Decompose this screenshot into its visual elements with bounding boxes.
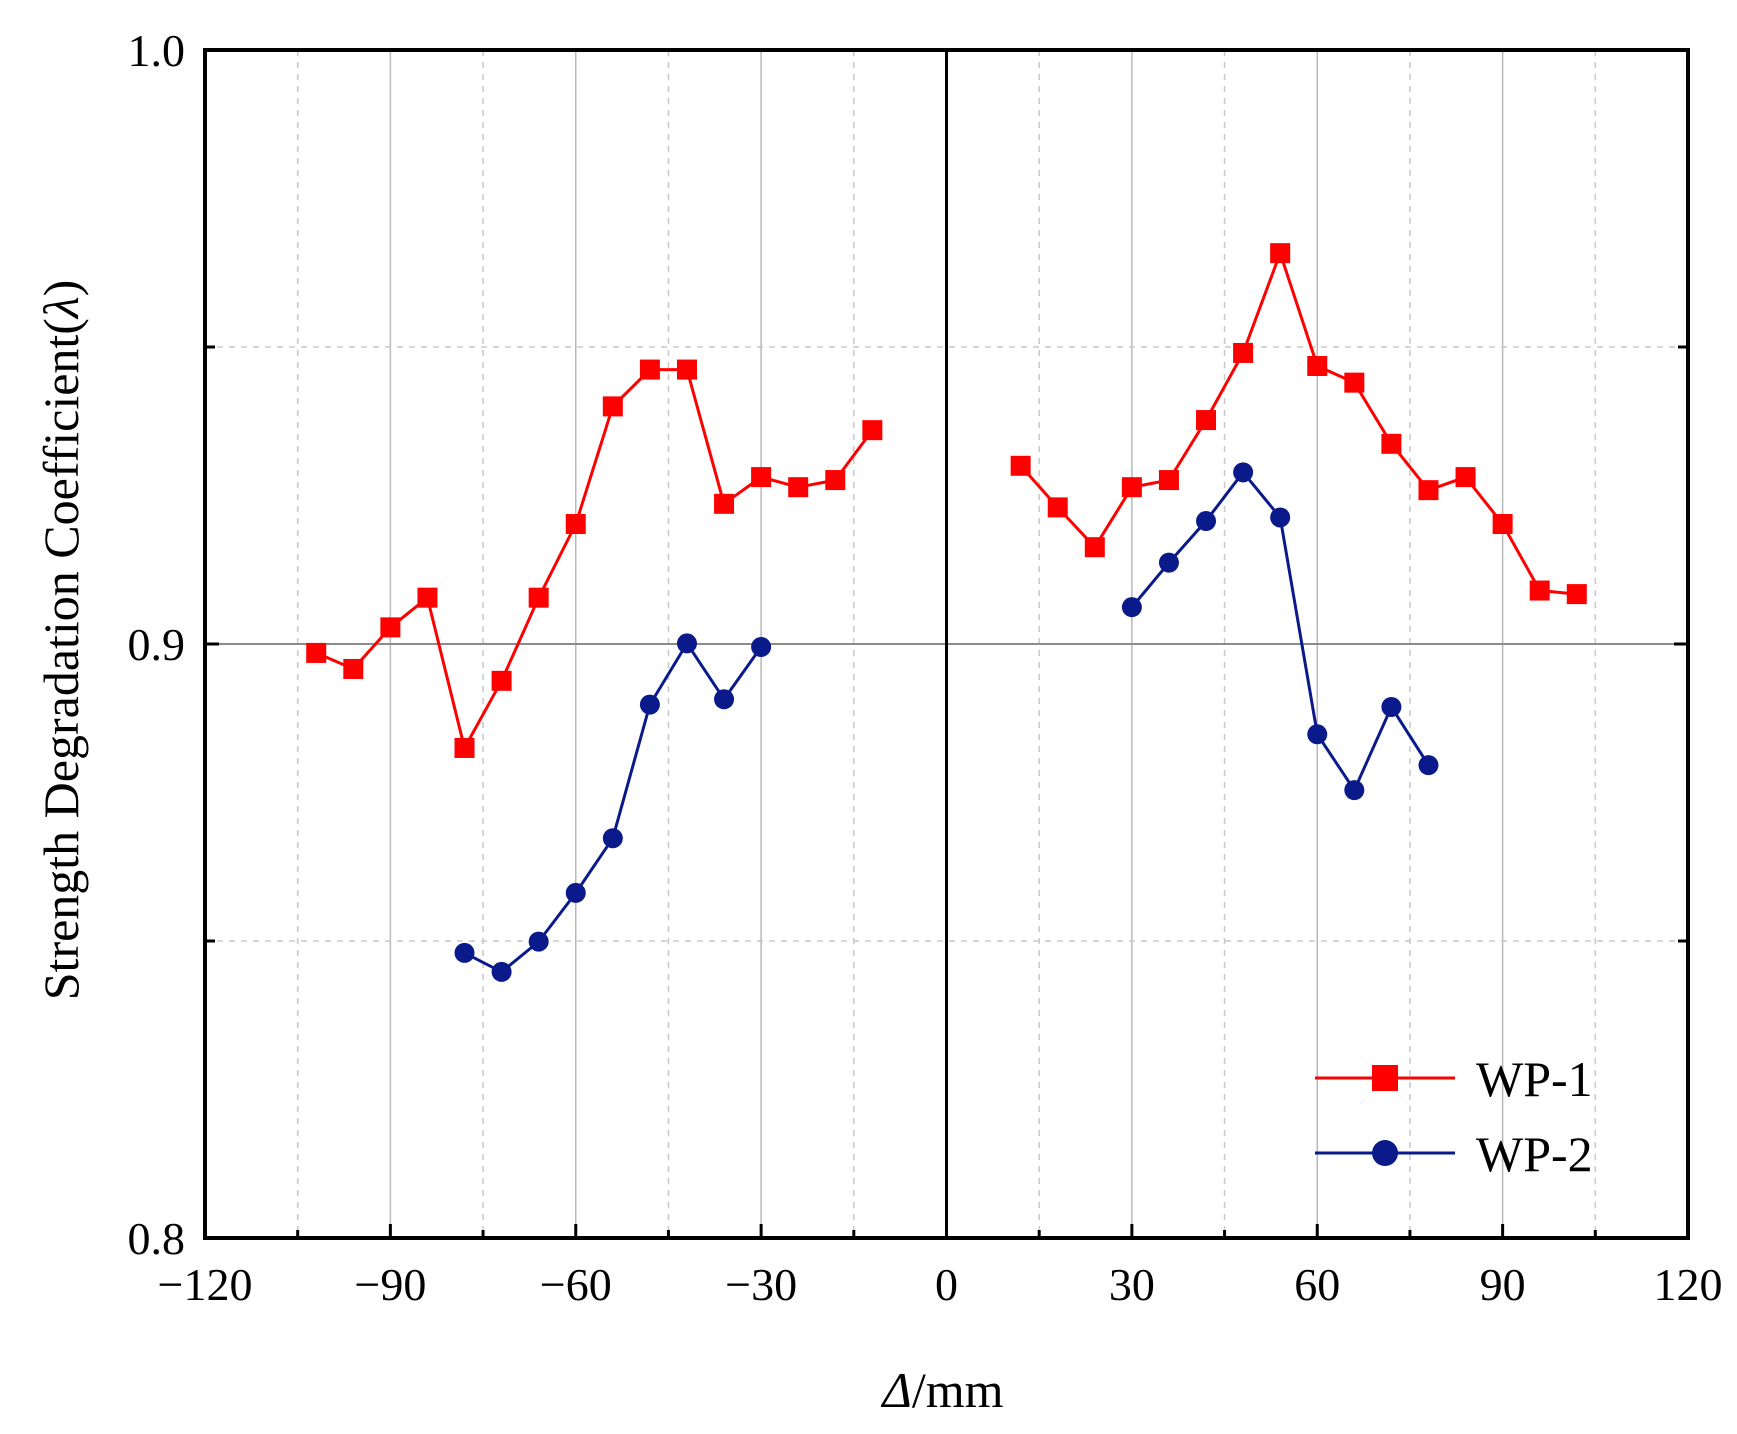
data-point (1344, 780, 1365, 801)
legend-item-wp2: WP-2 (1315, 1126, 1593, 1182)
data-point (1344, 372, 1365, 393)
series-wp-1 (306, 243, 1587, 758)
data-point (1270, 243, 1291, 264)
data-point (1307, 356, 1328, 377)
data-point (491, 961, 512, 982)
data-point (751, 467, 772, 488)
y-tick-label: 0.9 (128, 619, 186, 670)
data-point (528, 931, 549, 952)
data-point (1381, 696, 1402, 717)
x-tick-label: 90 (1480, 1259, 1526, 1310)
x-tick-label: −90 (354, 1259, 426, 1310)
series-line (315, 368, 874, 750)
legend-marker-wp2 (1372, 1140, 1398, 1166)
y-axis-title-symbol: λ (33, 296, 89, 320)
y-tick-label: 0.8 (128, 1213, 186, 1264)
data-point (639, 359, 660, 380)
data-point (602, 396, 623, 417)
data-point (602, 828, 623, 849)
data-point (306, 642, 327, 663)
series-wp-2 (454, 462, 1439, 982)
tick-labels: −120 −90 −60 −30 0 30 60 90 120 0.8 0.9 1.0 (128, 25, 1723, 1310)
data-point (1084, 537, 1105, 558)
data-point (714, 689, 735, 710)
legend: WP-1 WP-2 (1315, 1051, 1593, 1182)
x-tick-label: 60 (1294, 1259, 1340, 1310)
data-point (862, 420, 883, 441)
data-point (714, 493, 735, 514)
data-point (1307, 724, 1328, 745)
data-point (676, 633, 697, 654)
x-tick-label: −30 (725, 1259, 797, 1310)
data-point (1158, 552, 1179, 573)
y-tick-label: 1.0 (128, 25, 186, 76)
data-point (788, 477, 809, 498)
data-point (343, 658, 364, 679)
series-line (1019, 251, 1577, 596)
data-point (1418, 755, 1439, 776)
data-point (1566, 584, 1587, 605)
x-axis-title-symbol: Δ (880, 1362, 911, 1418)
y-axis-title-close: ) (33, 280, 89, 297)
data-point (491, 670, 512, 691)
data-point (1047, 497, 1068, 518)
x-tick-label: −60 (540, 1259, 612, 1310)
data-point (417, 587, 438, 608)
data-point (1233, 342, 1254, 363)
legend-label-wp2: WP-2 (1476, 1126, 1593, 1182)
x-tick-label: 30 (1109, 1259, 1155, 1310)
x-tick-label: −120 (158, 1259, 253, 1310)
data-point (1492, 514, 1513, 535)
data-series (306, 243, 1587, 982)
data-point (1121, 477, 1142, 498)
data-point (1158, 470, 1179, 491)
x-axis-title: Δ/mm (880, 1362, 1003, 1418)
data-point (454, 942, 475, 963)
data-point (751, 636, 772, 657)
data-point (1233, 462, 1254, 483)
legend-item-wp1: WP-1 (1315, 1051, 1593, 1107)
data-point (565, 514, 586, 535)
x-tick-label: 120 (1654, 1259, 1723, 1310)
data-point (1270, 507, 1291, 528)
data-point (1121, 597, 1142, 618)
data-point (1196, 511, 1217, 532)
data-point (1418, 480, 1439, 501)
data-point (676, 359, 697, 380)
x-axis-title-unit: /mm (912, 1362, 1004, 1418)
data-point (639, 694, 660, 715)
legend-label-wp1: WP-1 (1476, 1051, 1593, 1107)
data-point (825, 470, 846, 491)
axis-ticks (203, 48, 1690, 1240)
y-axis-title: Strength Degradation Coefficient(λ) (33, 280, 89, 1001)
data-point (1010, 455, 1031, 476)
data-point (1381, 433, 1402, 454)
x-tick-label: 0 (935, 1259, 958, 1310)
data-point (380, 617, 401, 638)
y-axis-title-main: Strength Degradation Coefficient( (33, 318, 89, 1000)
zero-lines (205, 50, 1688, 1238)
data-point (565, 882, 586, 903)
data-point (454, 737, 475, 758)
data-point (528, 587, 549, 608)
data-point (1529, 580, 1550, 601)
legend-marker-wp1 (1372, 1065, 1398, 1091)
data-point (1196, 410, 1217, 431)
data-point (1455, 467, 1476, 488)
